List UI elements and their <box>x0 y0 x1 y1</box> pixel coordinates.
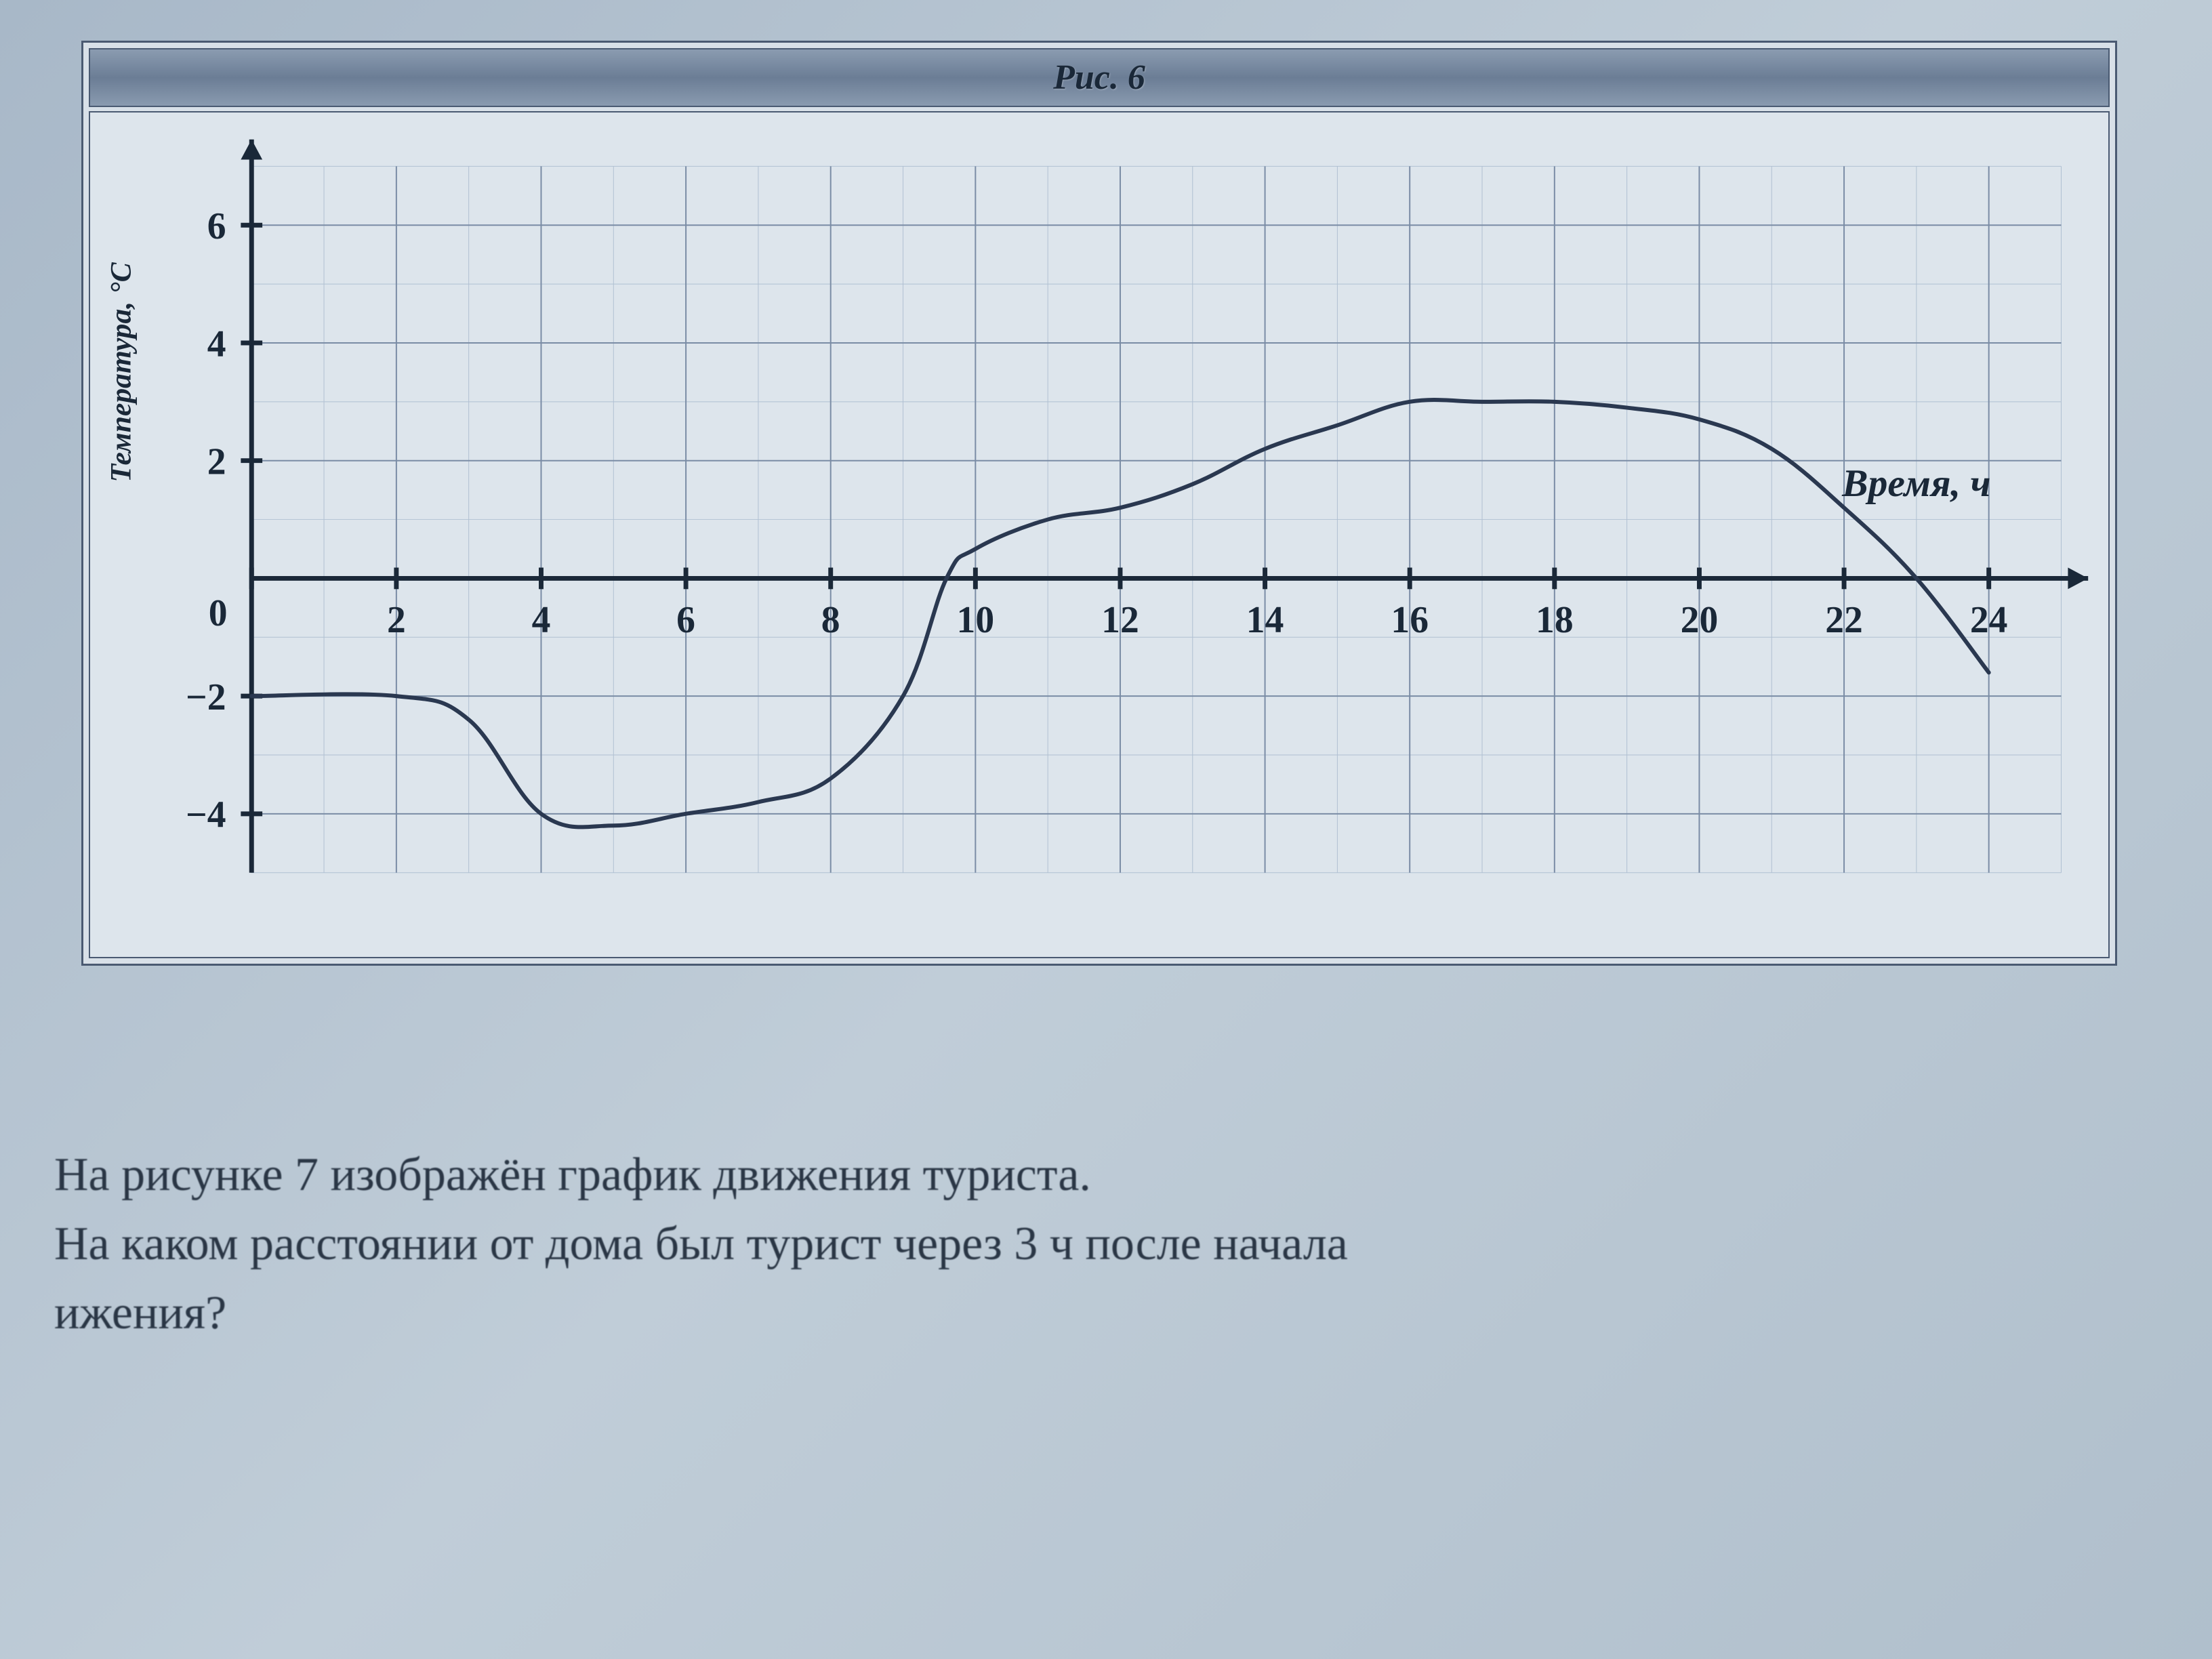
svg-text:Время, ч: Время, ч <box>1841 462 1990 505</box>
figure-frame: Рис. 6 246810121416182022240−4−2246Темпе… <box>81 41 2117 966</box>
question-line-2: На каком расстоянии от дома был турист ч… <box>54 1211 2131 1277</box>
temperature-chart: 246810121416182022240−4−2246Температура,… <box>90 112 2108 954</box>
svg-text:22: 22 <box>1825 599 1863 641</box>
figure-title: Рис. 6 <box>1053 58 1145 97</box>
svg-text:6: 6 <box>207 205 226 247</box>
question-line-1: На рисунке 7 изображён график движения т… <box>54 1142 2131 1208</box>
svg-text:6: 6 <box>676 599 695 641</box>
question-line-3: ижения? <box>54 1280 2131 1347</box>
svg-text:4: 4 <box>532 599 551 641</box>
chart-container: 246810121416182022240−4−2246Температура,… <box>89 111 2110 958</box>
svg-text:14: 14 <box>1246 599 1284 641</box>
svg-text:−4: −4 <box>186 794 226 836</box>
figure-title-bar: Рис. 6 <box>89 48 2110 107</box>
svg-text:18: 18 <box>1536 599 1574 641</box>
svg-text:Температура, °С: Температура, °С <box>105 262 138 482</box>
svg-text:−2: −2 <box>186 676 226 718</box>
svg-text:8: 8 <box>821 599 840 641</box>
svg-text:10: 10 <box>957 599 995 641</box>
svg-text:16: 16 <box>1391 599 1429 641</box>
svg-text:2: 2 <box>207 441 226 483</box>
svg-text:0: 0 <box>209 592 228 634</box>
svg-text:4: 4 <box>207 323 226 365</box>
question-text: На рисунке 7 изображён график движения т… <box>54 1142 2131 1347</box>
svg-text:20: 20 <box>1681 599 1719 641</box>
svg-text:24: 24 <box>1970 599 2008 641</box>
svg-text:2: 2 <box>387 599 406 641</box>
svg-text:12: 12 <box>1101 599 1139 641</box>
